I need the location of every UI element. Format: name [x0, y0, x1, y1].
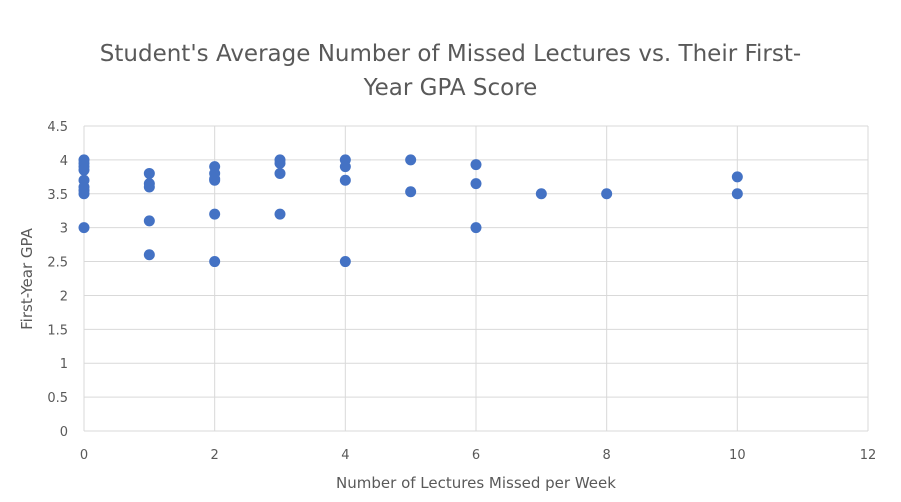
data-point	[535, 188, 547, 200]
data-point	[470, 178, 482, 190]
data-point	[470, 159, 482, 171]
data-point	[78, 188, 90, 200]
x-axis-label: Number of Lectures Missed per Week	[336, 474, 616, 492]
data-point	[731, 188, 743, 200]
y-tick-label: 3	[60, 222, 68, 237]
data-point	[405, 186, 417, 198]
data-point	[209, 256, 221, 268]
y-tick-label: 0.5	[47, 391, 68, 406]
data-point	[274, 157, 286, 169]
data-point	[209, 208, 221, 220]
y-tick-label: 4	[60, 154, 68, 169]
y-tick-label: 3.5	[47, 188, 68, 203]
data-point	[601, 188, 613, 200]
data-point	[143, 249, 155, 261]
data-point	[731, 171, 743, 183]
x-tick-label: 0	[80, 448, 88, 463]
x-tick-label: 10	[729, 448, 746, 463]
data-point	[78, 164, 90, 176]
y-tick-label: 2	[60, 289, 68, 304]
x-tick-labels: 0 2 4 6 8 10 12	[80, 448, 876, 463]
data-point	[143, 167, 155, 179]
data-point	[78, 222, 90, 234]
x-tick-label: 6	[472, 448, 480, 463]
x-tick-label: 12	[860, 448, 877, 463]
data-point	[339, 256, 351, 268]
y-axis-label: First-Year GPA	[18, 228, 36, 330]
data-point	[339, 174, 351, 186]
y-tick-label: 2.5	[47, 256, 68, 271]
chart-title-line-1: Student's Average Number of Missed Lectu…	[99, 41, 802, 67]
data-points	[78, 154, 743, 268]
data-point	[143, 215, 155, 227]
y-tick-label: 1	[60, 357, 68, 372]
data-point	[274, 208, 286, 220]
data-point	[209, 174, 221, 186]
y-tick-label: 1.5	[47, 323, 68, 338]
data-point	[470, 222, 482, 234]
data-point	[143, 181, 155, 193]
x-tick-label: 4	[341, 448, 349, 463]
chart-title-line-2: Year GPA Score	[363, 75, 538, 101]
data-point	[339, 161, 351, 173]
data-point	[274, 167, 286, 179]
y-tick-label: 4.5	[47, 120, 68, 135]
y-tick-labels: 0 0.5 1 1.5 2 2.5 3 3.5 4 4.5	[47, 120, 68, 440]
x-tick-label: 8	[603, 448, 611, 463]
data-point	[405, 154, 417, 166]
x-tick-label: 2	[211, 448, 219, 463]
y-tick-label: 0	[60, 425, 68, 440]
grid-lines	[83, 125, 869, 432]
